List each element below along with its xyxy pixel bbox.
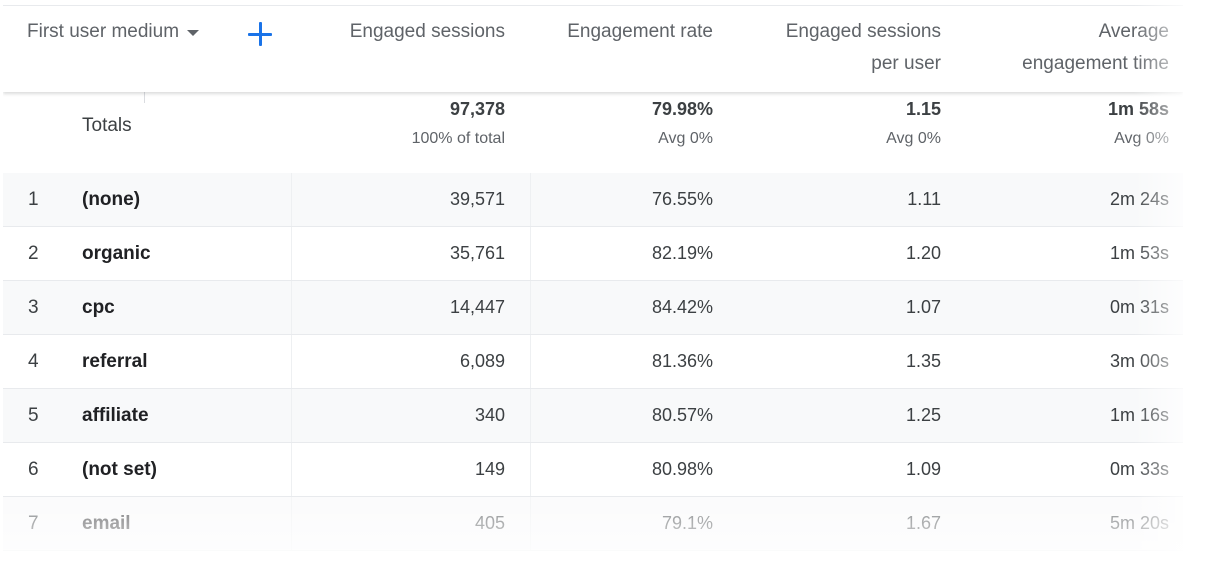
total-value: 79.98% bbox=[651, 99, 713, 119]
cell-average-engagement-time: 0m 33s bbox=[1109, 459, 1169, 479]
table-row[interactable]: 3 cpc 14,447 84.42% 1.07 0m 31s bbox=[3, 281, 1183, 335]
column-header-line: Average bbox=[1098, 21, 1169, 42]
column-divider bbox=[291, 335, 292, 388]
cell-engagement-rate: 80.57% bbox=[651, 405, 713, 425]
column-divider bbox=[291, 389, 292, 442]
column-divider bbox=[291, 443, 292, 496]
column-header-line: Engaged sessions bbox=[785, 21, 941, 42]
cell-sessions-per-user: 1.09 bbox=[905, 459, 941, 479]
column-divider bbox=[291, 173, 292, 226]
total-subtext: 100% of total bbox=[411, 130, 505, 147]
row-number: 1 bbox=[28, 189, 39, 210]
cell-average-engagement-time: 3m 00s bbox=[1109, 351, 1169, 371]
cell-average-engagement-time: 1m 16s bbox=[1109, 405, 1169, 425]
cell-sessions-per-user: 1.07 bbox=[905, 297, 941, 317]
column-header-engaged-sessions[interactable]: Engaged sessions bbox=[350, 16, 505, 48]
plus-icon[interactable] bbox=[245, 19, 275, 49]
cell-average-engagement-time: 5m 20s bbox=[1109, 513, 1169, 533]
table-header: First user medium Engaged sessions Engag… bbox=[3, 5, 1183, 92]
column-divider bbox=[530, 281, 531, 334]
cell-engaged-sessions: 149 bbox=[474, 459, 505, 479]
column-divider bbox=[530, 443, 531, 496]
table-row[interactable]: 6 (not set) 149 80.98% 1.09 0m 33s bbox=[3, 443, 1183, 497]
column-divider bbox=[530, 173, 531, 226]
cell-engaged-sessions: 39,571 bbox=[449, 189, 505, 209]
data-table: First user medium Engaged sessions Engag… bbox=[3, 5, 1183, 565]
column-header-line: engagement time bbox=[1022, 53, 1169, 74]
column-divider bbox=[530, 497, 531, 550]
total-value: 1.15 bbox=[905, 99, 941, 119]
total-value: 97,378 bbox=[449, 99, 505, 119]
cell-sessions-per-user: 1.67 bbox=[905, 513, 941, 533]
total-engagement-rate: 79.98% Avg 0% bbox=[652, 91, 713, 149]
dimension-label[interactable]: First user medium bbox=[27, 21, 180, 42]
cell-engaged-sessions: 14,447 bbox=[449, 297, 505, 317]
row-number: 6 bbox=[28, 459, 39, 480]
cell-engaged-sessions: 6,089 bbox=[459, 351, 505, 371]
cell-sessions-per-user: 1.35 bbox=[905, 351, 941, 371]
row-medium: organic bbox=[82, 243, 151, 264]
cell-sessions-per-user: 1.20 bbox=[905, 243, 941, 263]
cell-engagement-rate: 76.55% bbox=[651, 189, 713, 209]
table-row[interactable]: 4 referral 6,089 81.36% 1.35 3m 00s bbox=[3, 335, 1183, 389]
column-divider bbox=[291, 497, 292, 550]
total-subtext: Avg 0% bbox=[658, 130, 713, 147]
row-number: 4 bbox=[28, 351, 39, 372]
cell-average-engagement-time: 0m 31s bbox=[1109, 297, 1169, 317]
total-subtext: Avg 0% bbox=[1114, 130, 1169, 147]
dimension-selector[interactable]: First user medium bbox=[27, 16, 200, 48]
column-divider bbox=[291, 281, 292, 334]
totals-row: Totals 97,378 100% of total 79.98% Avg 0… bbox=[3, 91, 1183, 174]
table-row[interactable]: 5 affiliate 340 80.57% 1.25 1m 16s bbox=[3, 389, 1183, 443]
column-divider bbox=[530, 335, 531, 388]
column-divider bbox=[144, 91, 145, 103]
cell-sessions-per-user: 1.11 bbox=[907, 189, 941, 209]
caret-down-icon[interactable] bbox=[187, 30, 200, 36]
cell-engaged-sessions: 35,761 bbox=[449, 243, 505, 263]
totals-label: Totals bbox=[82, 115, 132, 136]
total-value: 1m 58s bbox=[1107, 99, 1169, 119]
row-medium: email bbox=[82, 513, 131, 534]
column-header-average-engagement-time[interactable]: Average engagement time bbox=[1022, 16, 1169, 80]
table-body: 1 (none) 39,571 76.55% 1.11 2m 24s 2 org… bbox=[3, 173, 1183, 551]
row-medium: (none) bbox=[82, 189, 141, 210]
column-header-engagement-rate[interactable]: Engagement rate bbox=[567, 16, 713, 48]
column-divider bbox=[291, 227, 292, 280]
total-engaged-sessions: 97,378 100% of total bbox=[412, 91, 505, 149]
cell-average-engagement-time: 2m 24s bbox=[1109, 189, 1169, 209]
cell-engagement-rate: 84.42% bbox=[651, 297, 713, 317]
cell-engagement-rate: 82.19% bbox=[651, 243, 713, 263]
row-medium: (not set) bbox=[82, 459, 157, 480]
row-medium: cpc bbox=[82, 297, 115, 318]
column-header-line: Engaged sessions bbox=[349, 21, 505, 42]
row-medium: referral bbox=[82, 351, 148, 372]
cell-sessions-per-user: 1.25 bbox=[905, 405, 941, 425]
row-number: 7 bbox=[28, 513, 39, 534]
total-subtext: Avg 0% bbox=[886, 130, 941, 147]
cell-engagement-rate: 80.98% bbox=[651, 459, 713, 479]
cell-engaged-sessions: 405 bbox=[474, 513, 505, 533]
row-medium: affiliate bbox=[82, 405, 149, 426]
row-number: 3 bbox=[28, 297, 39, 318]
cell-engagement-rate: 79.1% bbox=[661, 513, 713, 533]
total-engaged-sessions-per-user: 1.15 Avg 0% bbox=[886, 91, 941, 149]
row-number: 2 bbox=[28, 243, 39, 264]
cell-engagement-rate: 81.36% bbox=[651, 351, 713, 371]
column-divider bbox=[530, 227, 531, 280]
cell-engaged-sessions: 340 bbox=[474, 405, 505, 425]
table-row[interactable]: 2 organic 35,761 82.19% 1.20 1m 53s bbox=[3, 227, 1183, 281]
table-row[interactable]: 1 (none) 39,571 76.55% 1.11 2m 24s bbox=[3, 173, 1183, 227]
column-header-line: per user bbox=[871, 53, 941, 74]
total-average-engagement-time: 1m 58s Avg 0% bbox=[1108, 91, 1169, 149]
table-row[interactable]: 7 email 405 79.1% 1.67 5m 20s bbox=[3, 497, 1183, 551]
column-divider bbox=[530, 389, 531, 442]
column-header-line: Engagement rate bbox=[567, 21, 713, 42]
row-number: 5 bbox=[28, 405, 39, 426]
cell-average-engagement-time: 1m 53s bbox=[1109, 243, 1169, 263]
column-header-engaged-sessions-per-user[interactable]: Engaged sessions per user bbox=[786, 16, 941, 80]
